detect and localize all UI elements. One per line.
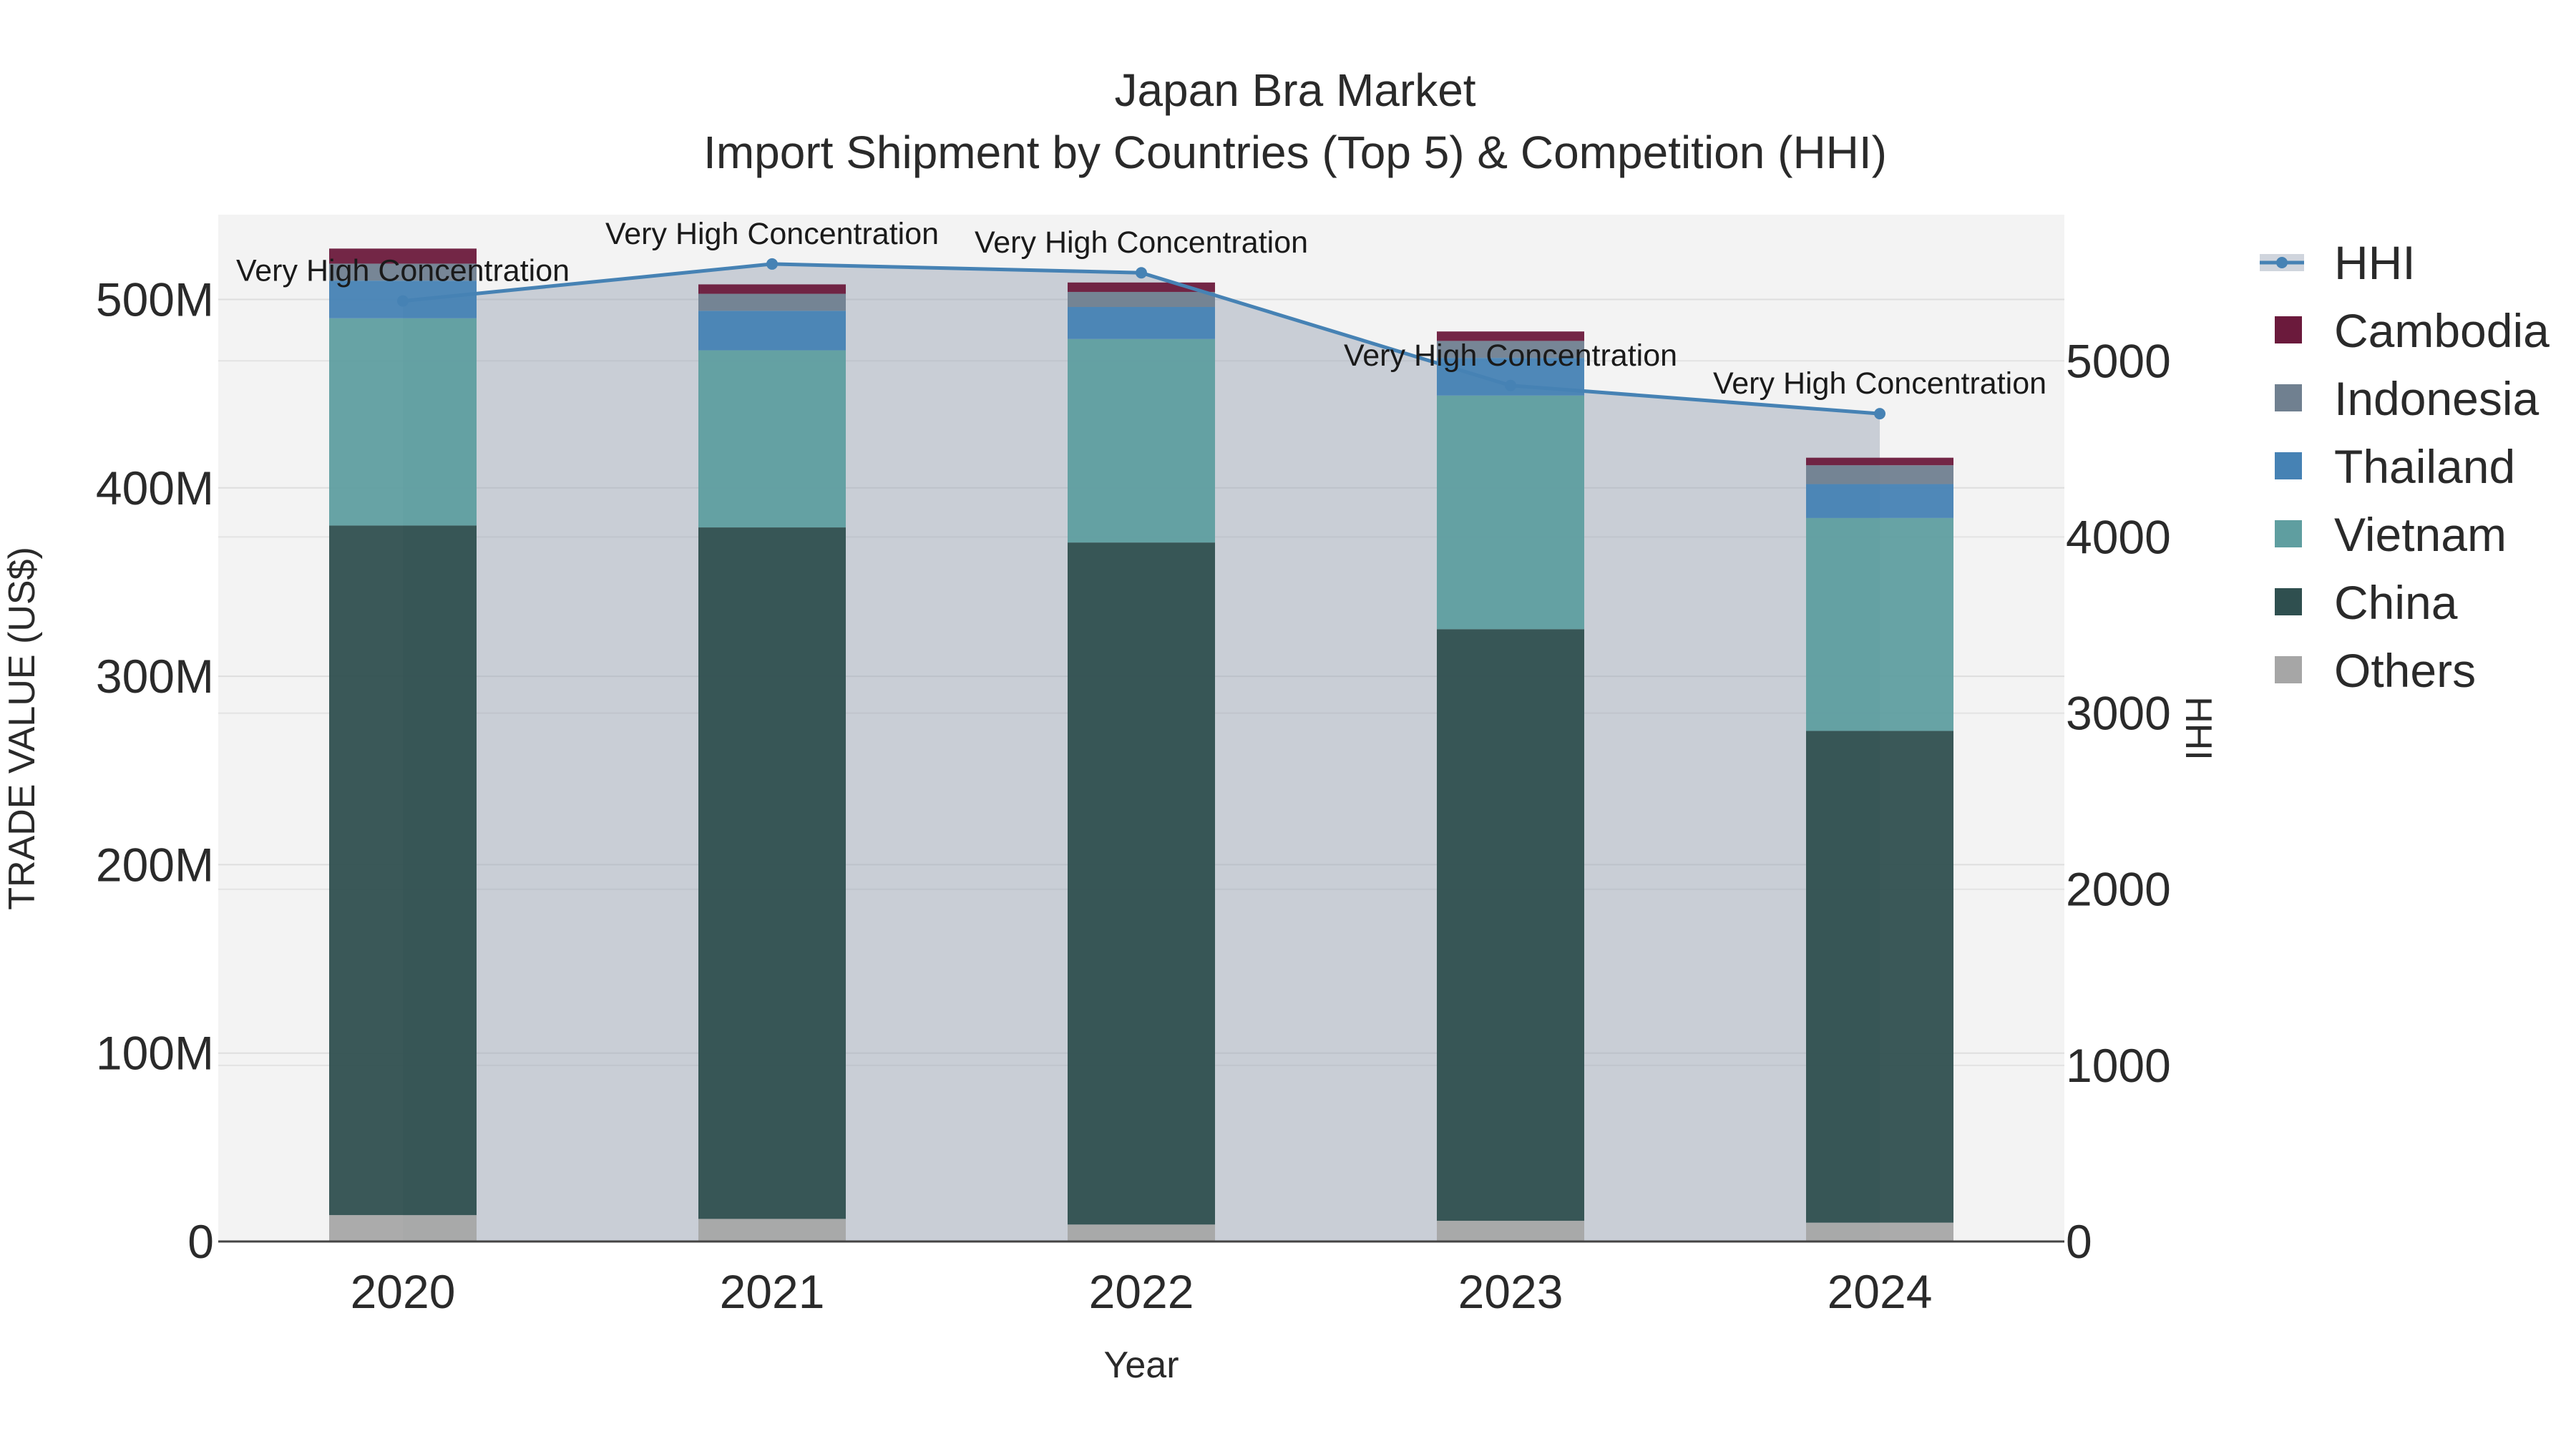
legend-label-thailand: Thailand — [2334, 440, 2515, 493]
bar-thailand-2024[interactable] — [1806, 484, 1953, 518]
y2-tick-label-4000: 4000 — [2066, 510, 2171, 563]
x-axis-title: Year — [1103, 1345, 1179, 1386]
legend-label-indonesia: Indonesia — [2334, 372, 2540, 425]
bar-cambodia-2021[interactable] — [698, 284, 846, 294]
x-tick-label-2021: 2021 — [720, 1265, 825, 1318]
legend: HHI Cambodia Indonesia Thailand Vietnam China… — [2260, 236, 2550, 697]
y2-tick-label-0: 0 — [2066, 1215, 2092, 1268]
legend-item-others[interactable]: Others — [2275, 644, 2476, 697]
hhi-line — [397, 258, 1885, 420]
legend-label-hhi: HHI — [2334, 236, 2416, 289]
axes: 2020 2021 2022 2023 2024 0 100M 200M 300M 400M 500… — [96, 273, 2171, 1318]
bar-thailand-2022[interactable] — [1068, 307, 1215, 339]
hhi-annotation-2023: Very High Concentration — [1344, 338, 1677, 373]
bar-indonesia-2021[interactable] — [698, 293, 846, 311]
y-tick-label-300M: 300M — [96, 650, 214, 703]
legend-swatch-hhi-marker — [2276, 257, 2288, 268]
y2-tick-label-1000: 1000 — [2066, 1039, 2171, 1092]
bar-china-2021[interactable] — [698, 527, 846, 1219]
bar-cambodia-2020[interactable] — [329, 248, 477, 264]
bar-cambodia-2024[interactable] — [1806, 457, 1953, 466]
bar-others-2023[interactable] — [1437, 1221, 1584, 1241]
bar-vietnam-2024[interactable] — [1806, 517, 1953, 731]
y-tick-label-400M: 400M — [96, 462, 214, 514]
bar-vietnam-2020[interactable] — [329, 318, 477, 526]
bar-china-2020[interactable] — [329, 525, 477, 1216]
x-tick-label-2022: 2022 — [1089, 1265, 1194, 1318]
hhi-point-2021[interactable] — [766, 258, 778, 270]
chart-title: Japan Bra Market — [1114, 64, 1475, 116]
bar-indonesia-2020[interactable] — [329, 263, 477, 281]
stacked-bars — [329, 248, 1953, 1241]
hhi-annotation-2021: Very High Concentration — [605, 217, 939, 251]
y2-axis-title: HHI — [2177, 696, 2219, 761]
bar-china-2022[interactable] — [1068, 542, 1215, 1225]
legend-item-hhi[interactable]: HHI — [2260, 236, 2416, 289]
legend-item-thailand[interactable]: Thailand — [2275, 440, 2515, 493]
bar-china-2024[interactable] — [1806, 731, 1953, 1223]
y-axis-title: TRADE VALUE (US$) — [1, 547, 43, 910]
hhi-point-2023[interactable] — [1505, 379, 1516, 391]
hhi-annotation-2022: Very High Concentration — [975, 225, 1308, 260]
y-tick-label-0: 0 — [187, 1215, 214, 1268]
bar-others-2021[interactable] — [698, 1219, 846, 1241]
x-tick-label-2024: 2024 — [1828, 1265, 1933, 1318]
legend-item-cambodia[interactable]: Cambodia — [2275, 304, 2550, 357]
legend-label-cambodia: Cambodia — [2334, 304, 2550, 357]
legend-label-china: China — [2334, 576, 2458, 629]
bar-others-2022[interactable] — [1068, 1224, 1215, 1241]
hhi-point-2024[interactable] — [1874, 408, 1885, 420]
bar-others-2024[interactable] — [1806, 1222, 1953, 1241]
legend-item-indonesia[interactable]: Indonesia — [2275, 372, 2540, 425]
legend-item-china[interactable]: China — [2275, 576, 2458, 629]
legend-swatch-thailand — [2275, 452, 2302, 479]
bar-indonesia-2024[interactable] — [1806, 465, 1953, 484]
bar-thailand-2021[interactable] — [698, 311, 846, 351]
bar-vietnam-2022[interactable] — [1068, 338, 1215, 543]
bar-vietnam-2023[interactable] — [1437, 395, 1584, 630]
hhi-annotation-2024: Very High Concentration — [1713, 366, 2046, 401]
bar-china-2023[interactable] — [1437, 629, 1584, 1221]
legend-swatch-indonesia — [2275, 384, 2302, 411]
chart-subtitle: Import Shipment by Countries (Top 5) & C… — [703, 127, 1887, 178]
legend-swatch-others — [2275, 656, 2302, 683]
y2-tick-label-5000: 5000 — [2066, 334, 2171, 387]
y-tick-label-200M: 200M — [96, 838, 214, 891]
legend-label-others: Others — [2334, 644, 2476, 697]
bar-indonesia-2022[interactable] — [1068, 291, 1215, 308]
hhi-point-2022[interactable] — [1136, 267, 1147, 279]
legend-label-vietnam: Vietnam — [2334, 508, 2507, 561]
hhi-annotation-2020: Very High Concentration — [236, 254, 570, 288]
legend-item-vietnam[interactable]: Vietnam — [2275, 508, 2507, 561]
bar-cambodia-2023[interactable] — [1437, 331, 1584, 341]
x-tick-label-2023: 2023 — [1458, 1265, 1563, 1318]
y-tick-label-100M: 100M — [96, 1027, 214, 1080]
bar-vietnam-2021[interactable] — [698, 350, 846, 528]
hhi-annotations: Very High Concentration Very High Concent… — [236, 217, 2046, 401]
x-tick-label-2020: 2020 — [351, 1265, 456, 1318]
legend-swatch-china — [2275, 588, 2302, 615]
y2-tick-label-3000: 3000 — [2066, 687, 2171, 740]
legend-swatch-vietnam — [2275, 520, 2302, 547]
y-tick-label-500M: 500M — [96, 273, 214, 326]
bar-indonesia-2023[interactable] — [1437, 341, 1584, 358]
hhi-point-2020[interactable] — [397, 295, 409, 307]
y2-tick-label-2000: 2000 — [2066, 863, 2171, 916]
legend-swatch-cambodia — [2275, 316, 2302, 343]
bar-others-2020[interactable] — [329, 1215, 477, 1241]
